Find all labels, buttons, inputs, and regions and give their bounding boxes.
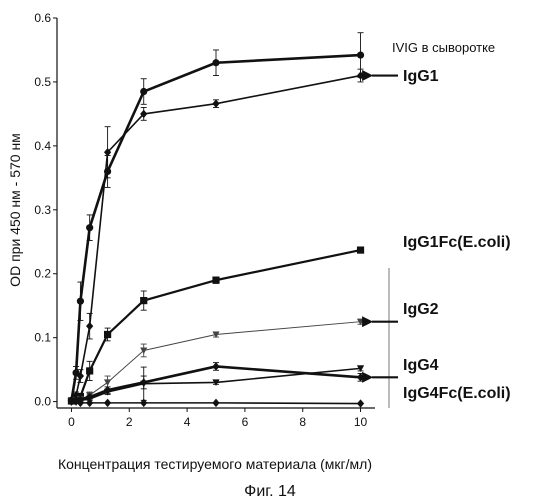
label-ivig: IVIG в сыворотке bbox=[392, 40, 495, 55]
series-labels: IVIG в сыворотке IgG1 IgG1Fc(E.coli) IgG… bbox=[392, 40, 511, 402]
data-point bbox=[357, 51, 364, 58]
data-point bbox=[140, 88, 147, 95]
x-tick-label: 8 bbox=[299, 415, 306, 429]
data-point bbox=[212, 99, 219, 107]
data-point bbox=[357, 373, 364, 381]
x-axis-title: Концентрация тестируемого материала (мкг… bbox=[58, 456, 372, 472]
label-igg4: IgG4 bbox=[403, 357, 439, 374]
series-line bbox=[71, 76, 360, 401]
data-point bbox=[86, 367, 93, 374]
series-0 bbox=[68, 33, 364, 404]
y-tick-label: 0.4 bbox=[34, 139, 51, 153]
label-igg1fc: IgG1Fc(E.coli) bbox=[403, 234, 511, 251]
y-tick-label: 0.6 bbox=[34, 11, 51, 25]
data-point bbox=[212, 59, 219, 66]
label-igg2: IgG2 bbox=[403, 301, 439, 318]
x-tick-label: 0 bbox=[68, 415, 75, 429]
series-1 bbox=[68, 69, 398, 405]
y-tick-label: 0.3 bbox=[34, 203, 51, 217]
x-tick-label: 10 bbox=[354, 415, 368, 429]
label-igg1: IgG1 bbox=[403, 68, 439, 85]
data-point bbox=[104, 331, 111, 338]
series-3 bbox=[68, 319, 398, 406]
figure-caption: Фиг. 14 bbox=[244, 483, 296, 500]
x-tick-label: 6 bbox=[242, 415, 249, 429]
y-tick-label: 0.2 bbox=[34, 267, 51, 281]
y-tick-label: 0.0 bbox=[34, 395, 51, 409]
y-tick-label: 0.5 bbox=[34, 75, 51, 89]
data-point bbox=[357, 71, 364, 79]
y-tick-label: 0.1 bbox=[34, 331, 51, 345]
data-point bbox=[104, 379, 111, 386]
y-axis-title: OD при 450 нм - 570 нм bbox=[7, 133, 23, 287]
plot-area: 0.0 0.1 0.2 0.3 0.4 0.5 0.6 0 2 4 6 8 10 bbox=[34, 11, 398, 429]
label-igg4fc: IgG4Fc(E.coli) bbox=[403, 385, 511, 402]
data-point bbox=[212, 399, 219, 407]
data-point bbox=[86, 224, 93, 231]
x-tick-label: 2 bbox=[126, 415, 133, 429]
data-point bbox=[104, 399, 111, 407]
data-point bbox=[77, 298, 84, 305]
data-point bbox=[357, 399, 364, 407]
series-6 bbox=[68, 397, 364, 407]
data-point bbox=[212, 277, 219, 284]
data-point bbox=[357, 246, 364, 253]
x-tick-label: 4 bbox=[184, 415, 191, 429]
data-point bbox=[86, 322, 93, 330]
data-point bbox=[140, 297, 147, 304]
data-point bbox=[212, 362, 219, 370]
